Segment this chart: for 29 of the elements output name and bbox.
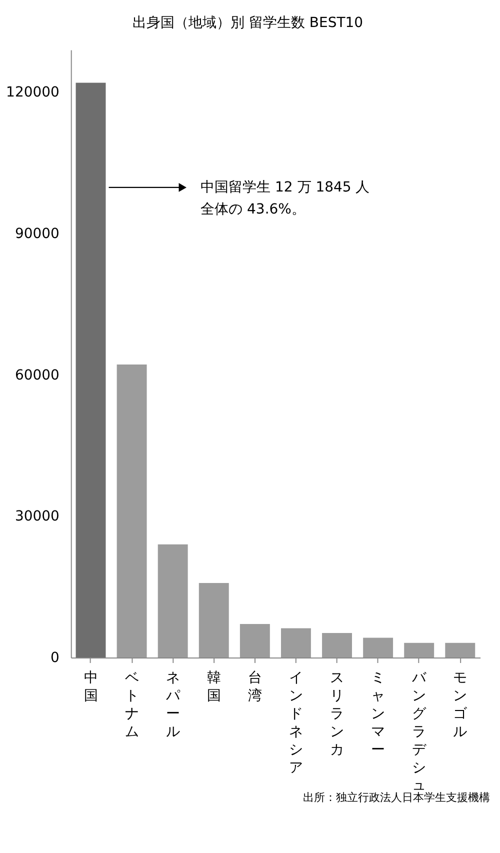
x-tick-label: モンゴル xyxy=(453,670,468,740)
chart-title: 出身国（地域）別 留学生数 BEST10 xyxy=(132,14,364,31)
bar xyxy=(404,642,434,658)
annotation: 全体の 43.6%。 xyxy=(200,201,306,218)
bar xyxy=(280,628,311,658)
y-tick-label: 60000 xyxy=(14,367,60,384)
bar xyxy=(158,544,188,658)
x-tick-label: ミャンマー xyxy=(371,670,386,758)
bar xyxy=(363,638,394,658)
bar xyxy=(116,364,147,658)
x-tick-label: ベトナム xyxy=(124,670,139,740)
y-tick-label: 30000 xyxy=(14,508,60,525)
x-tick-label: 韓国 xyxy=(206,670,221,704)
bar xyxy=(198,583,229,658)
x-tick-label: 中国 xyxy=(84,670,98,704)
y-tick-label: 0 xyxy=(50,650,60,666)
bar xyxy=(322,633,352,658)
bar xyxy=(445,642,476,658)
text: 出所：独立行政法人日本学生支援機構 xyxy=(303,791,490,804)
x-tick-label: バングラデシュ xyxy=(411,670,428,794)
bar xyxy=(76,82,106,658)
bar xyxy=(240,624,270,658)
x-tick-label: インドネシア xyxy=(288,670,303,776)
annotation: 中国留学生 12 万 1845 人 xyxy=(200,179,370,196)
y-tick-label: 120000 xyxy=(6,84,60,101)
x-tick-label: ネパール xyxy=(164,670,181,740)
x-tick-label: スリランカ xyxy=(330,670,344,758)
y-tick-label: 90000 xyxy=(14,226,60,242)
x-tick-label: 台湾 xyxy=(248,670,262,704)
